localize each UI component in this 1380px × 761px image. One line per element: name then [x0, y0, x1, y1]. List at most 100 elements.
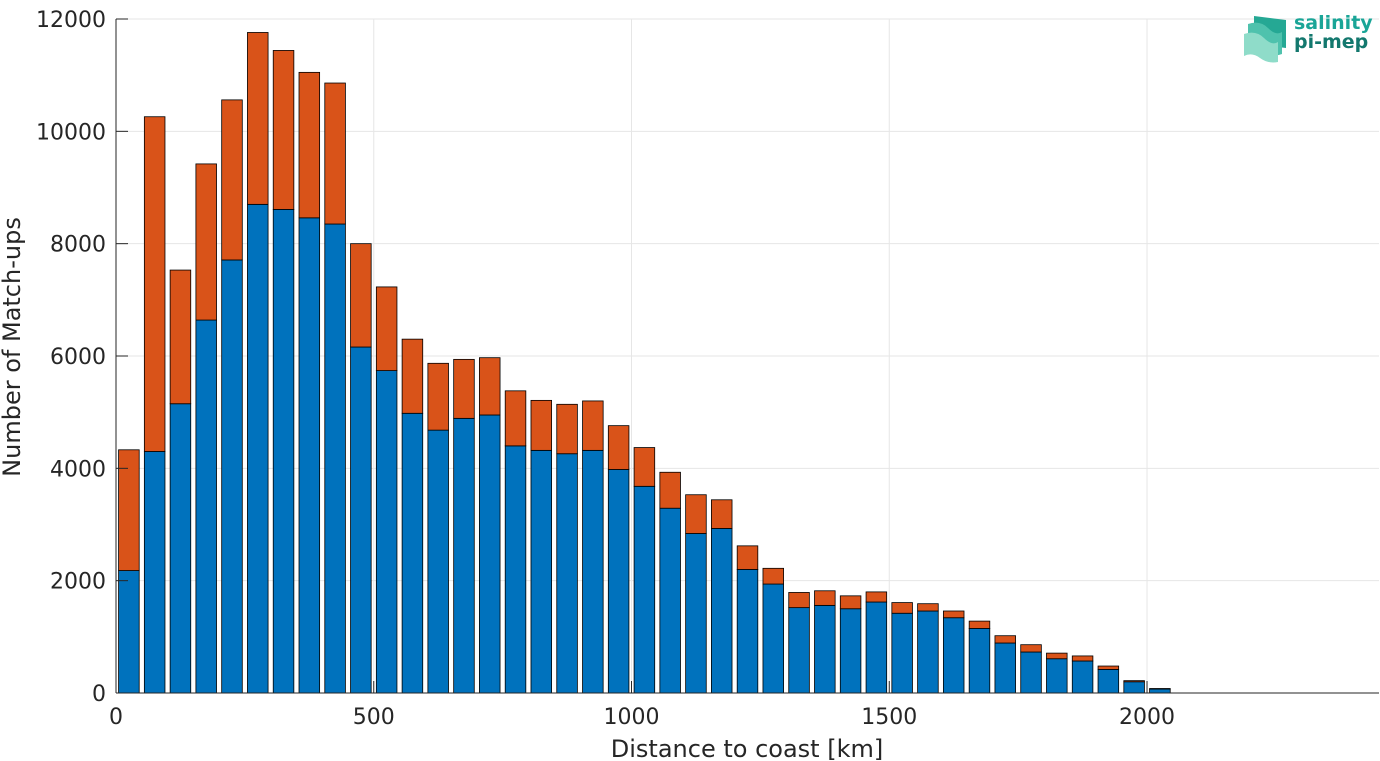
- bar-series-1: [169, 403, 192, 694]
- wave-logo-icon: [1244, 16, 1286, 63]
- bar-series-2: [659, 471, 681, 509]
- bar-series-1: [711, 528, 733, 694]
- bar-series-1: [504, 445, 527, 694]
- bar-series-2: [143, 116, 166, 452]
- bar-series-2: [994, 635, 1016, 644]
- y-tick-label: 0: [92, 682, 106, 707]
- bar-series-1: [659, 507, 681, 694]
- bar-series-2: [401, 338, 424, 414]
- bar-series-1: [143, 451, 166, 694]
- bar-series-2: [247, 32, 269, 205]
- bar-series-2: [1149, 688, 1171, 690]
- logo-line-2: pi-mep: [1294, 31, 1369, 53]
- bar-series-2: [582, 400, 604, 451]
- bar-series-1: [1149, 688, 1171, 694]
- bar-series-1: [942, 617, 965, 694]
- bar-series-1: [788, 607, 810, 694]
- x-tick-label: 1000: [604, 705, 660, 730]
- bar-series-2: [530, 399, 553, 451]
- bar-series-2: [788, 592, 810, 609]
- y-tick-label: 6000: [50, 345, 106, 370]
- bar-series-2: [891, 602, 913, 614]
- bar-series-1: [736, 569, 759, 694]
- bar-series-1: [891, 612, 913, 694]
- bar-series-2: [711, 499, 733, 529]
- bar-series-1: [633, 485, 656, 694]
- bar-series-2: [272, 50, 295, 210]
- bar-series-1: [968, 628, 991, 694]
- bar-series-1: [272, 209, 295, 694]
- bar-series-2: [1046, 652, 1068, 660]
- y-tick-label: 10000: [36, 120, 106, 145]
- bar-series-2: [736, 545, 759, 570]
- bar-series-2: [839, 595, 862, 610]
- bar-series-2: [1123, 680, 1145, 683]
- y-tick-label: 2000: [50, 570, 106, 595]
- bar-series-2: [375, 286, 398, 372]
- bar-series-1: [1020, 651, 1042, 694]
- bar-series-2: [1071, 655, 1094, 662]
- bar-series-2: [298, 71, 321, 219]
- bar-series-2: [169, 269, 192, 405]
- bar-series-1: [1046, 658, 1068, 694]
- bar-series-2: [221, 99, 243, 261]
- x-tick-label: 0: [109, 705, 123, 730]
- bar-series-1: [1097, 669, 1120, 694]
- bar-series-1: [556, 453, 578, 694]
- bar-series-1: [917, 610, 939, 694]
- x-tick-label: 1500: [861, 705, 917, 730]
- bar-series-2: [479, 357, 501, 416]
- y-tick-label: 8000: [50, 233, 106, 258]
- bar-series-1: [427, 429, 449, 694]
- bar-series-2: [1097, 665, 1120, 670]
- bar-series-2: [350, 243, 372, 348]
- tick-labels: 0 2000 4000 6000 8000 10000 12000 0 500 1000 1500 2…: [36, 8, 1175, 730]
- bar-series-1: [350, 346, 372, 694]
- salinity-pi-mep-logo: salinity pi-mep: [1242, 12, 1373, 64]
- bar-series-1: [607, 469, 630, 694]
- bar-series-2: [118, 449, 140, 571]
- bar-series-2: [427, 362, 449, 431]
- bar-series-1: [453, 417, 475, 694]
- bar-series-1: [1071, 660, 1094, 694]
- bar-series-1: [195, 319, 217, 694]
- y-tick-label: 12000: [36, 8, 106, 33]
- bar-series-2: [633, 447, 656, 487]
- bar-series-2: [762, 567, 784, 585]
- bar-series-1: [479, 414, 501, 694]
- bar-series-1: [118, 570, 140, 694]
- bar-series-1: [530, 449, 553, 694]
- bar-series-1: [401, 412, 424, 694]
- bar-series-2: [942, 610, 965, 619]
- bar-series-2: [195, 163, 217, 321]
- bar-series-1: [994, 642, 1016, 694]
- bar-series-2: [685, 494, 707, 534]
- axes: [115, 18, 1379, 694]
- bar-series-2: [865, 591, 888, 603]
- x-tick-label: 2000: [1119, 705, 1175, 730]
- bar-series-2: [324, 82, 346, 225]
- bar-series-2: [504, 390, 527, 447]
- bar-series-1: [247, 203, 269, 694]
- bar-series-1: [865, 601, 888, 694]
- bar-series-2: [968, 620, 991, 629]
- bar-series-1: [762, 583, 784, 694]
- bar-series-2: [453, 358, 475, 419]
- y-tick-label: 4000: [50, 457, 106, 482]
- x-axis-title: Distance to coast [km]: [611, 735, 883, 761]
- bar-series-1: [814, 604, 836, 694]
- bar-series-2: [814, 590, 836, 606]
- bar-series-2: [917, 603, 939, 612]
- bar-series-1: [685, 533, 707, 694]
- logo-line-1: salinity: [1294, 12, 1373, 34]
- y-axis-title: Number of Match-ups: [0, 217, 26, 477]
- bar-series-1: [839, 608, 862, 694]
- bar-series-2: [607, 425, 630, 470]
- bar-series-1: [375, 370, 398, 694]
- bar-series-1: [324, 223, 346, 694]
- bars: [118, 32, 1171, 694]
- x-tick-label: 500: [353, 705, 395, 730]
- bar-series-1: [1123, 681, 1145, 694]
- bar-series-1: [582, 449, 604, 694]
